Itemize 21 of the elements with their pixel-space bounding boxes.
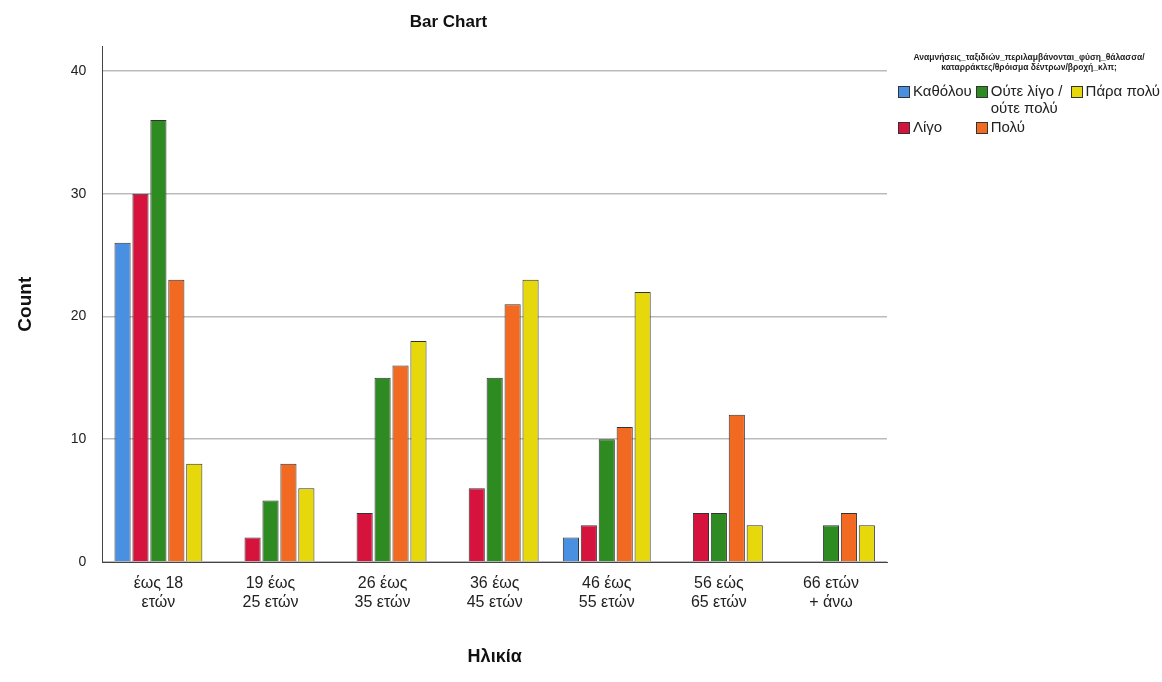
- legend-title: Αναμνήσεις_ταξιδιών_περιλαμβάνονται_φύση_θάλασσα/καταρράκτες/θρόισμα δέντρων/βροχή_κλπ;: [912, 52, 1146, 72]
- x-tick-label: 46 έως 55 ετών: [578, 574, 635, 611]
- x-tick-label: 26 έως 35 ετών: [354, 574, 411, 611]
- x-tick-label: έως 18 ετών: [133, 574, 184, 611]
- legend-label: Καθόλου: [913, 82, 972, 99]
- legend-label: Λίγο: [913, 118, 943, 135]
- y-tick-label: 0: [78, 552, 87, 569]
- x-tick-label: 56 εώς 65 ετών: [690, 574, 747, 611]
- legend-label: Πολύ: [990, 118, 1025, 135]
- legend-label: Ούτε λίγο / ούτε πολύ: [990, 82, 1064, 116]
- y-tick-label: 40: [70, 61, 87, 78]
- y-tick-label: 30: [70, 184, 87, 201]
- x-axis-title: Ηλικία: [467, 646, 522, 667]
- y-tick-label: 20: [70, 307, 87, 324]
- x-tick-label: 66 ετών + άνω: [802, 574, 859, 611]
- legend-label: Πάρα πολύ: [1085, 82, 1160, 99]
- y-tick-label: 10: [70, 430, 87, 447]
- x-tick-label: 36 έως 45 ετών: [466, 574, 523, 611]
- chart-title: Bar Chart: [409, 11, 488, 31]
- x-tick-label: 19 έως 25 ετών: [242, 574, 299, 611]
- y-axis-title: Count: [13, 276, 35, 332]
